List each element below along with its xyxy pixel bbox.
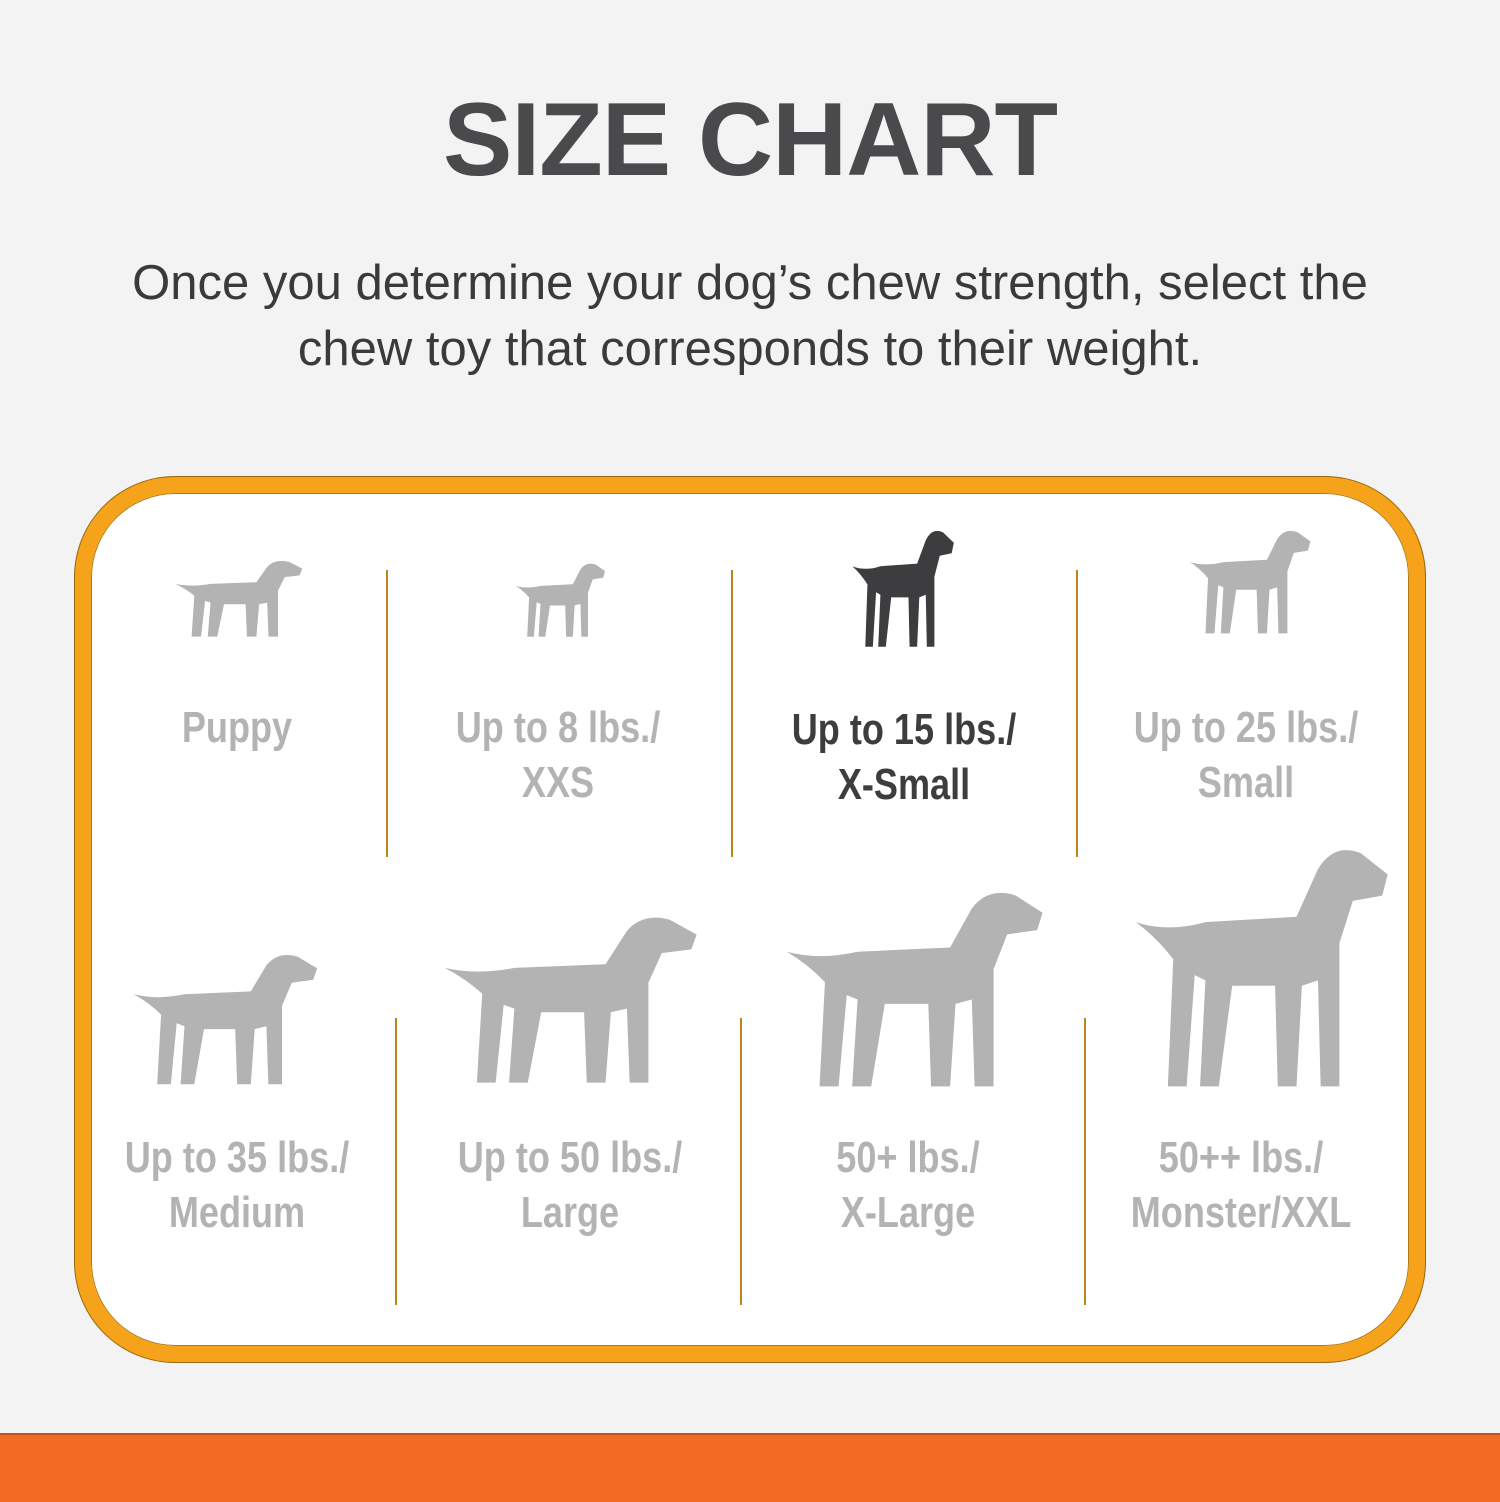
size-weight: Up to 35 lbs./ xyxy=(124,1133,350,1182)
size-weight: 50++ lbs./ xyxy=(1158,1133,1324,1182)
page-title: SIZE CHART xyxy=(443,82,1058,198)
size-name: Monster/XXL xyxy=(1130,1188,1352,1237)
size-name: Large xyxy=(520,1188,620,1237)
great-dane-icon xyxy=(1125,832,1393,1097)
divider xyxy=(731,570,733,857)
subtitle-line: chew toy that corresponds to their weigh… xyxy=(297,322,1203,376)
subtitle-line: Once you determine your dog’s chew stren… xyxy=(132,256,1368,310)
size-label: Up to 35 lbs./ Medium xyxy=(98,1130,377,1240)
divider xyxy=(1084,1018,1086,1305)
divider xyxy=(740,1018,742,1305)
size-name: XXS xyxy=(521,758,595,807)
size-label: Up to 15 lbs./ X-Small xyxy=(765,702,1044,812)
terrier-icon xyxy=(1185,523,1313,638)
toy-terrier-icon xyxy=(848,522,956,652)
size-label: Up to 50 lbs./ Large xyxy=(431,1130,710,1240)
chihuahua-icon xyxy=(512,558,607,640)
bottom-bar xyxy=(0,1433,1500,1502)
subtitle: Once you determine your dog’s chew stren… xyxy=(0,250,1500,382)
size-name: Small xyxy=(1197,758,1295,807)
size-name: X-Large xyxy=(840,1188,976,1237)
size-weight: Up to 25 lbs./ xyxy=(1133,703,1359,752)
size-label: Up to 25 lbs./ Small xyxy=(1107,700,1386,810)
divider xyxy=(386,570,388,857)
retriever-icon xyxy=(434,905,702,1090)
size-name: Medium xyxy=(168,1188,306,1237)
size-weight: Up to 8 lbs./ xyxy=(455,703,661,752)
size-label: 50++ lbs./ Monster/XXL xyxy=(1102,1130,1381,1240)
size-label: Up to 8 lbs./ XXS xyxy=(419,700,698,810)
size-weight: Puppy xyxy=(181,703,293,752)
size-name: X-Small xyxy=(837,760,971,809)
size-weight: Up to 50 lbs./ xyxy=(457,1133,683,1182)
puppy-icon xyxy=(170,555,305,640)
size-label: Puppy xyxy=(98,700,377,755)
size-weight: 50+ lbs./ xyxy=(836,1133,980,1182)
divider xyxy=(395,1018,397,1305)
size-weight: Up to 15 lbs./ xyxy=(791,705,1017,754)
size-chart-panel xyxy=(75,477,1425,1362)
shepherd-icon xyxy=(776,878,1048,1095)
size-label: 50+ lbs./ X-Large xyxy=(769,1130,1048,1240)
beagle-icon xyxy=(126,945,321,1090)
divider xyxy=(1076,570,1078,857)
